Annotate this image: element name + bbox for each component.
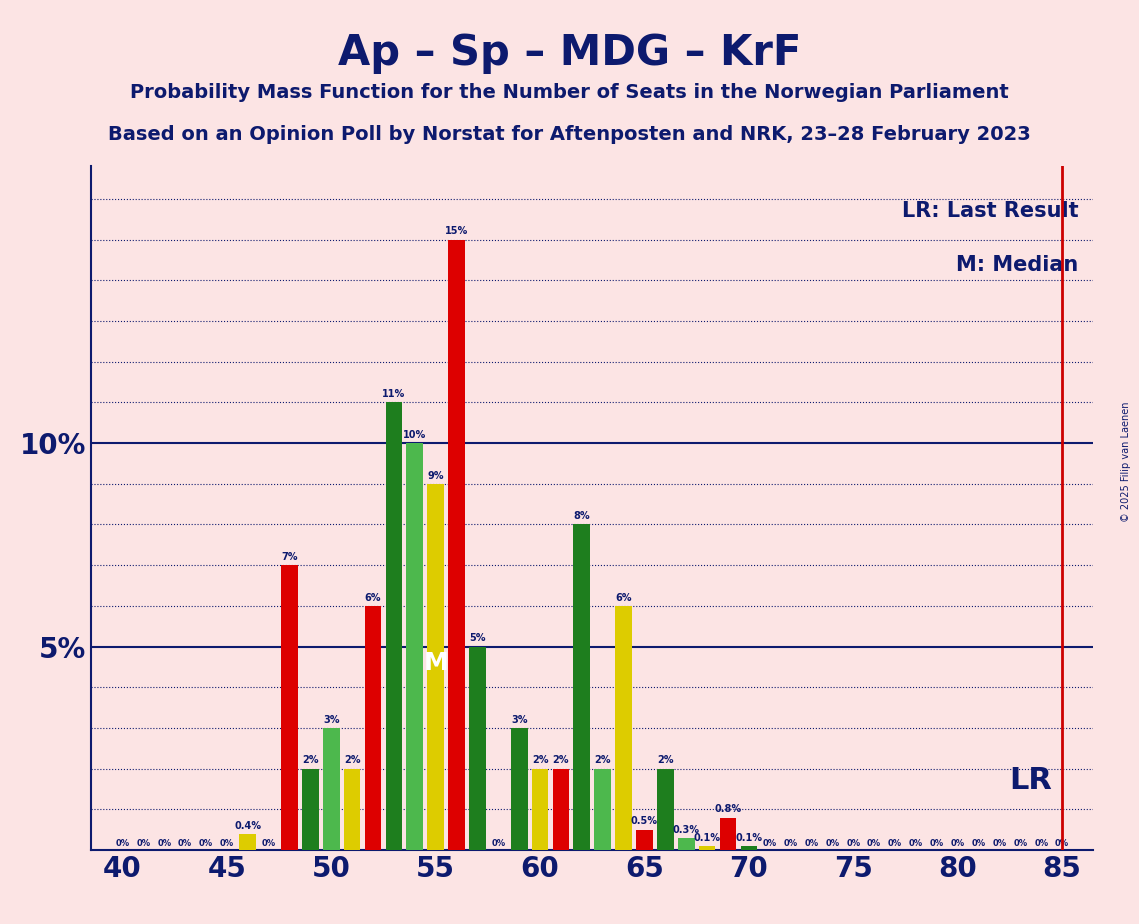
Text: 0.4%: 0.4% [235, 821, 261, 831]
Text: M: M [424, 650, 448, 675]
Text: 0%: 0% [804, 839, 819, 848]
Text: 0.1%: 0.1% [736, 833, 762, 843]
Text: 0%: 0% [826, 839, 839, 848]
Text: 0.8%: 0.8% [714, 804, 741, 814]
Text: LR: LR [1009, 766, 1051, 796]
Text: 0%: 0% [951, 839, 965, 848]
Text: Based on an Opinion Poll by Norstat for Aftenposten and NRK, 23–28 February 2023: Based on an Opinion Poll by Norstat for … [108, 125, 1031, 144]
Bar [574, 525, 590, 850]
Bar [239, 833, 256, 850]
Text: 2%: 2% [552, 756, 570, 765]
Text: M: Median: M: Median [956, 255, 1079, 275]
Text: 0%: 0% [491, 839, 506, 848]
Text: 2%: 2% [657, 756, 673, 765]
Bar [720, 818, 737, 850]
Text: 0%: 0% [199, 839, 213, 848]
Text: 0%: 0% [137, 839, 150, 848]
Bar [699, 846, 715, 850]
Text: 2%: 2% [532, 756, 548, 765]
Bar [678, 838, 695, 850]
Text: 0%: 0% [784, 839, 797, 848]
Text: 8%: 8% [574, 511, 590, 521]
Text: 0%: 0% [929, 839, 944, 848]
Text: 0.5%: 0.5% [631, 817, 658, 826]
Text: 0%: 0% [846, 839, 860, 848]
Text: 9%: 9% [427, 470, 444, 480]
Bar [636, 830, 653, 850]
Text: 0%: 0% [115, 839, 130, 848]
Text: 0%: 0% [262, 839, 276, 848]
Bar [469, 647, 486, 850]
Bar [511, 728, 527, 850]
Text: 0%: 0% [909, 839, 923, 848]
Bar [552, 769, 570, 850]
Text: 5%: 5% [469, 633, 485, 643]
Text: © 2025 Filip van Laenen: © 2025 Filip van Laenen [1121, 402, 1131, 522]
Bar [427, 484, 444, 850]
Text: 0%: 0% [867, 839, 882, 848]
Text: Probability Mass Function for the Number of Seats in the Norwegian Parliament: Probability Mass Function for the Number… [130, 83, 1009, 103]
Text: 0%: 0% [157, 839, 171, 848]
Bar [449, 239, 465, 850]
Bar [615, 606, 632, 850]
Bar [323, 728, 339, 850]
Bar [386, 402, 402, 850]
Text: 7%: 7% [281, 552, 297, 562]
Text: 0%: 0% [763, 839, 777, 848]
Bar [532, 769, 549, 850]
Text: 10%: 10% [403, 430, 426, 440]
Text: 0%: 0% [1055, 839, 1070, 848]
Text: 0%: 0% [1034, 839, 1048, 848]
Text: 0%: 0% [972, 839, 985, 848]
Bar [302, 769, 319, 850]
Text: 0%: 0% [220, 839, 233, 848]
Text: 3%: 3% [511, 715, 527, 724]
Text: 2%: 2% [344, 756, 360, 765]
Bar [344, 769, 361, 850]
Bar [657, 769, 674, 850]
Text: Ap – Sp – MDG – KrF: Ap – Sp – MDG – KrF [338, 32, 801, 74]
Text: 3%: 3% [323, 715, 339, 724]
Text: 2%: 2% [595, 756, 611, 765]
Text: 0.3%: 0.3% [673, 824, 699, 834]
Bar [595, 769, 612, 850]
Text: 0%: 0% [178, 839, 192, 848]
Text: 0%: 0% [888, 839, 902, 848]
Text: 0%: 0% [1014, 839, 1027, 848]
Text: 0%: 0% [992, 839, 1007, 848]
Bar [740, 846, 757, 850]
Text: 15%: 15% [445, 226, 468, 237]
Text: 11%: 11% [383, 389, 405, 399]
Text: LR: Last Result: LR: Last Result [902, 201, 1079, 221]
Text: 6%: 6% [364, 592, 382, 602]
Bar [407, 444, 424, 850]
Bar [281, 565, 298, 850]
Text: 0.1%: 0.1% [694, 833, 721, 843]
Text: 2%: 2% [302, 756, 319, 765]
Text: 6%: 6% [615, 592, 632, 602]
Bar [364, 606, 382, 850]
